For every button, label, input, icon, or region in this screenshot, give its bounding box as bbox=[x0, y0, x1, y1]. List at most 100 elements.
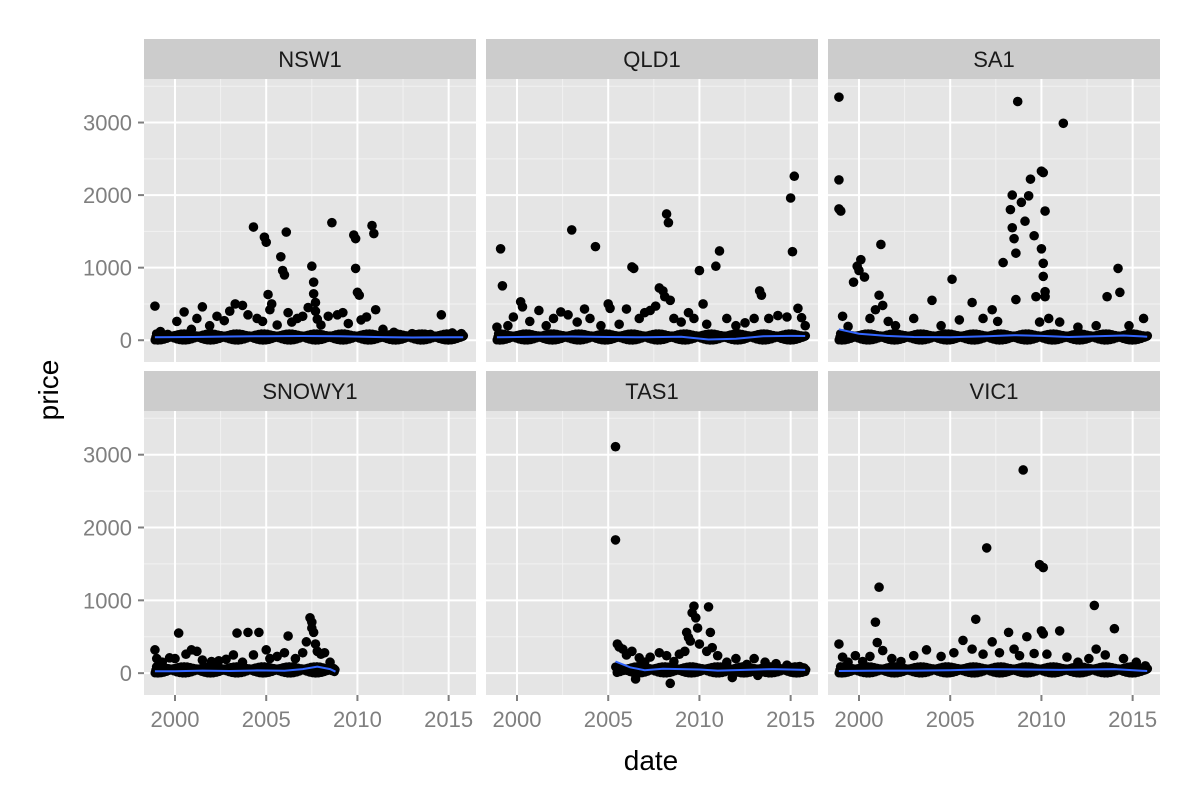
data-point bbox=[676, 317, 686, 327]
data-point bbox=[555, 307, 566, 317]
data-point bbox=[800, 320, 811, 331]
data-point bbox=[854, 265, 864, 276]
data-point bbox=[492, 322, 502, 332]
data-point bbox=[243, 310, 253, 320]
data-point bbox=[857, 656, 868, 667]
data-point bbox=[701, 319, 712, 330]
data-point bbox=[1054, 317, 1065, 327]
data-point bbox=[1011, 294, 1021, 305]
data-point bbox=[731, 320, 741, 331]
data-point bbox=[579, 304, 590, 314]
data-point bbox=[721, 657, 732, 668]
data-point bbox=[1007, 190, 1018, 200]
data-point bbox=[248, 222, 259, 232]
data-point bbox=[1034, 317, 1045, 327]
data-point bbox=[848, 277, 859, 287]
data-point bbox=[524, 316, 535, 327]
data-point bbox=[870, 304, 881, 315]
data-point bbox=[970, 614, 981, 625]
data-point bbox=[936, 651, 946, 662]
data-point bbox=[224, 306, 235, 317]
data-point bbox=[1022, 631, 1032, 642]
data-point bbox=[157, 657, 168, 668]
data-point bbox=[338, 307, 348, 318]
data-point bbox=[323, 311, 334, 322]
data-point bbox=[1016, 197, 1027, 208]
data-point bbox=[370, 304, 381, 315]
data-point bbox=[908, 313, 919, 324]
data-point bbox=[1073, 322, 1083, 332]
data-point bbox=[281, 227, 292, 237]
data-point bbox=[272, 651, 282, 662]
data-point bbox=[279, 647, 290, 658]
facet-strip-label: NSW1 bbox=[278, 47, 342, 72]
data-point bbox=[834, 92, 844, 102]
data-point bbox=[908, 650, 919, 661]
data-point bbox=[721, 313, 732, 324]
y-axis-title: price bbox=[33, 360, 64, 421]
x-tick-label: 2015 bbox=[1108, 707, 1157, 732]
data-point bbox=[627, 646, 637, 657]
x-tick-label: 2000 bbox=[493, 707, 542, 732]
data-point bbox=[843, 657, 853, 668]
data-point bbox=[1009, 644, 1019, 654]
data-point bbox=[865, 651, 875, 662]
scatter-points bbox=[834, 465, 1151, 671]
data-point bbox=[566, 225, 577, 235]
data-point bbox=[310, 297, 321, 308]
data-point bbox=[1031, 291, 1041, 302]
facet-strip-label: TAS1 bbox=[625, 379, 678, 404]
data-point bbox=[1091, 320, 1101, 331]
data-point bbox=[665, 295, 676, 306]
data-point bbox=[793, 303, 803, 314]
data-point bbox=[243, 627, 253, 638]
data-point bbox=[170, 653, 180, 664]
data-point bbox=[173, 628, 184, 638]
y-tick-label: 1000 bbox=[83, 588, 132, 613]
data-point bbox=[835, 206, 846, 216]
scatter-points bbox=[150, 613, 339, 674]
data-point bbox=[303, 302, 313, 313]
y-tick-label: 3000 bbox=[83, 111, 132, 136]
data-point bbox=[645, 652, 655, 662]
data-point bbox=[212, 311, 222, 322]
data-point bbox=[1003, 627, 1014, 638]
data-point bbox=[276, 251, 286, 262]
data-point bbox=[192, 646, 202, 657]
data-point bbox=[714, 246, 725, 256]
x-tick-label: 2015 bbox=[424, 707, 473, 732]
data-point bbox=[283, 307, 293, 318]
data-point bbox=[1014, 650, 1025, 661]
data-point bbox=[1012, 96, 1023, 107]
data-point bbox=[992, 316, 1003, 327]
data-point bbox=[669, 656, 679, 667]
data-point bbox=[350, 233, 361, 244]
data-point bbox=[1140, 661, 1151, 671]
smooth-line bbox=[496, 334, 806, 341]
y-tick-label: 3000 bbox=[83, 443, 132, 468]
data-point bbox=[447, 328, 458, 338]
data-point bbox=[1007, 222, 1018, 233]
data-point bbox=[876, 239, 886, 250]
data-point bbox=[954, 315, 965, 325]
data-point bbox=[1113, 263, 1123, 274]
data-point bbox=[834, 175, 844, 185]
data-point bbox=[361, 312, 372, 322]
data-point bbox=[456, 328, 467, 339]
data-point bbox=[1143, 331, 1153, 341]
facet-strip bbox=[828, 39, 1160, 79]
data-point bbox=[232, 628, 242, 638]
data-point bbox=[261, 645, 272, 655]
smooth-line bbox=[615, 660, 806, 672]
data-point bbox=[279, 270, 290, 280]
data-point bbox=[590, 241, 601, 252]
data-point bbox=[1089, 600, 1100, 611]
panel-background bbox=[486, 411, 818, 695]
data-point bbox=[698, 299, 708, 309]
data-point bbox=[742, 659, 752, 670]
data-point bbox=[150, 301, 160, 311]
data-point bbox=[958, 635, 968, 646]
data-point bbox=[874, 582, 884, 593]
data-point bbox=[727, 672, 738, 683]
x-axis: 2000 2005 2010 2015 2000 2005 2010 2015 2000 2005… bbox=[151, 695, 1157, 732]
